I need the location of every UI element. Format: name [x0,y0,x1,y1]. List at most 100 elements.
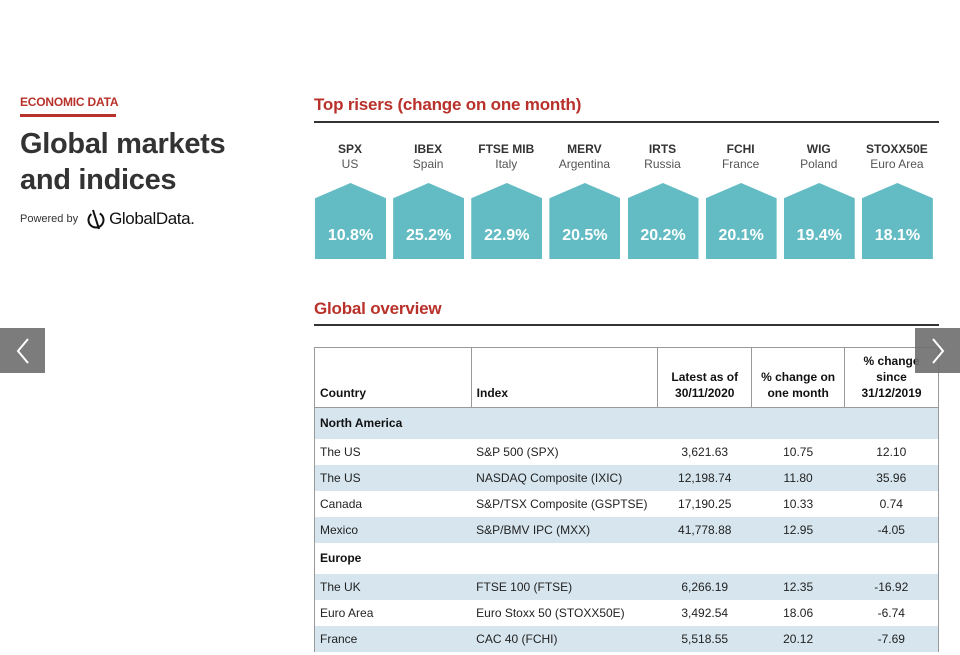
cell-change-ytd: 35.96 [844,464,939,491]
riser-code: WIG [806,142,831,156]
globaldata-logo[interactable]: GlobalData. [86,208,195,230]
riser-code: SPX [337,142,362,156]
column-header-latest: Latest as of 30/11/2020 [657,347,753,408]
cell-latest: 17,190.25 [678,496,732,511]
chevron-right-icon [931,337,944,364]
globaldata-logo-text: GlobalData. [109,209,195,228]
overview-table: Country Index Latest as of 30/11/2020 % … [314,347,939,652]
group-label: Europe [314,542,939,574]
riser-value: 22.9% [484,227,530,244]
cell-country: Euro Area [314,599,472,626]
table-row: Euro Area Euro Stoxx 50 (STOXX50E) 3,492… [314,599,939,626]
cell-change-ytd: -16.92 [844,573,939,600]
cell-change-month: 12.95 [751,516,845,543]
cell-index: S&P/BMV IPC (MXX) [471,516,658,543]
cell-latest: 6,266.19 [657,573,752,600]
riser-value: 20.5% [562,227,608,244]
overview-rule [314,324,939,326]
riser-country: Argentina [558,157,611,171]
cell-change-month: 11.80 [751,464,845,491]
cell-latest: 5,518.55 [657,625,752,652]
riser-irts: IRTS Russia 20.2% [627,142,705,262]
riser-code: FTSE MIB [478,142,535,156]
riser-code: IRTS [648,142,677,156]
risers-title: Top risers (change on one month) [314,95,582,114]
table-row: Canada S&P/TSX Composite (GSPTSE) 17,190… [314,490,939,517]
overview-title: Global overview [314,299,442,318]
cell-country: France [314,625,472,652]
cell-change-month: 20.12 [751,625,845,652]
column-header-country: Country [314,347,472,408]
top-risers: SPX US 10.8% IBEX Spain 25.2% FTSE MIB I… [314,142,939,262]
riser-country: Italy [495,157,518,171]
riser-country: US [341,157,359,171]
group-row-north-america: North America [314,407,939,439]
riser-value: 25.2% [405,227,452,244]
kicker-underline [20,114,116,117]
cell-country: Mexico [314,516,472,543]
riser-value: 20.2% [640,227,686,244]
section-kicker: ECONOMIC DATA [20,95,119,109]
page-title: Global markets and indices [20,128,226,196]
column-header-change-ytd: % change since 31/12/2019 [844,347,939,408]
riser-arrow-shape [315,183,386,259]
powered-by-label: Powered by [20,213,79,225]
riser-country: Poland [800,157,838,171]
cell-index: Euro Stoxx 50 (STOXX50E) [476,605,625,620]
riser-country: Russia [644,157,681,171]
riser-ftse-mib: FTSE MIB Italy 22.9% [470,142,548,262]
table-header-row: Country Index Latest as of 30/11/2020 % … [314,347,939,408]
cell-change-ytd: -6.74 [844,599,939,626]
riser-arrow-shape [549,183,621,259]
riser-value: 19.4% [796,227,842,244]
cell-country: Canada [314,490,472,517]
table-row: France CAC 40 (FCHI) 5,518.55 20.12 -7.6… [314,625,939,652]
cell-latest: 3,492.54 [681,605,729,620]
cell-change-month: 10.33 [783,496,814,511]
cell-country: The US [314,438,472,465]
riser-country: Euro Area [870,157,924,171]
cell-change-month: 18.06 [783,605,814,620]
cell-change-ytd: -7.69 [844,625,939,652]
riser-value: 18.1% [874,227,921,244]
riser-code: IBEX [414,142,443,156]
riser-code: FCHI [726,142,755,156]
cell-change-month: 12.35 [751,573,845,600]
cell-latest: 12,198.74 [657,464,752,491]
group-row-europe: Europe [314,542,939,574]
chevron-left-icon [16,337,29,364]
cell-index: FTSE 100 (FTSE) [471,573,658,600]
riser-country: France [721,157,760,171]
table-row: The UK FTSE 100 (FTSE) 6,266.19 12.35 -1… [314,573,939,600]
risers-rule [314,121,939,123]
riser-stoxx50e: STOXX50E Euro Area 18.1% [861,142,939,262]
riser-arrow-shape [705,183,777,259]
riser-fchi: FCHI France 20.1% [705,142,783,262]
riser-spx: SPX US 10.8% [314,142,392,262]
riser-value: 10.8% [327,227,374,244]
riser-arrow-shape [861,183,933,259]
riser-arrow-shape [783,183,855,259]
riser-wig: WIG Poland 19.4% [783,142,861,262]
previous-slide-button[interactable] [0,328,45,373]
cell-index: NASDAQ Composite (IXIC) [471,464,658,491]
cell-change-ytd: 0.74 [844,490,939,517]
next-slide-button[interactable] [915,328,960,373]
cell-change-month: 10.75 [783,444,814,459]
cell-country: The US [314,464,472,491]
riser-arrow-shape [471,183,543,259]
table-row: Mexico S&P/BMV IPC (MXX) 41,778.88 12.95… [314,516,939,543]
cell-latest: 41,778.88 [657,516,752,543]
column-header-index: Index [470,347,659,408]
riser-code: MERV [567,142,602,156]
cell-index: CAC 40 (FCHI) [471,625,658,652]
cell-index: S&P/TSX Composite (GSPTSE) [476,496,648,511]
riser-ibex: IBEX Spain 25.2% [392,142,470,262]
riser-country: Spain [412,157,444,171]
group-label: North America [314,407,939,439]
cell-latest: 3,621.63 [681,444,729,459]
cell-country: The UK [314,573,472,600]
riser-arrow-shape [627,183,699,259]
powered-by: Powered by GlobalData. [20,208,195,230]
cell-index: S&P 500 (SPX) [476,444,559,459]
